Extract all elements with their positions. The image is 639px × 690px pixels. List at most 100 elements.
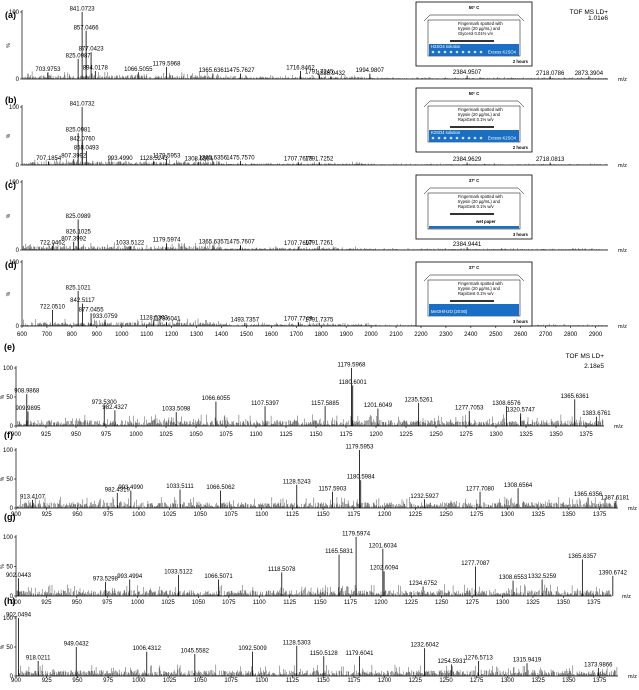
x-tick-label: 1050 bbox=[189, 432, 203, 438]
x-tick-label: 700 bbox=[42, 332, 53, 338]
peak-label: 1165.5831 bbox=[325, 549, 354, 555]
inset-description: Glycerol 0.01% v/v bbox=[458, 31, 494, 36]
panel-label: (f) bbox=[4, 430, 13, 440]
peak-label: 858.0493 bbox=[74, 146, 100, 152]
peak-label: 1157.5903 bbox=[319, 486, 348, 492]
x-tick-label: 1075 bbox=[222, 600, 236, 606]
x-axis-label: m/z bbox=[618, 324, 627, 330]
x-tick-label: 975 bbox=[101, 432, 112, 438]
peak-label: 1066.5071 bbox=[204, 574, 233, 580]
peak-label: 993.4994 bbox=[117, 574, 143, 580]
peak-label: 707.1854 bbox=[36, 156, 62, 162]
peak-label: 1128.5303 bbox=[283, 640, 312, 646]
x-axis-label: m/z bbox=[618, 163, 627, 169]
x-axis-label: m/z bbox=[622, 594, 631, 600]
peak-label: 842.0760 bbox=[70, 136, 96, 142]
x-tick-label: 1200 bbox=[378, 512, 392, 518]
peak-label: 1716.8462 bbox=[286, 65, 315, 71]
inset-temperature: 37° C bbox=[469, 265, 480, 270]
y-axis-label: % bbox=[0, 476, 6, 481]
peak-label: 1066.5062 bbox=[206, 485, 235, 491]
inset-description: Fingermark spotted with bbox=[458, 281, 503, 286]
y-axis-label: % bbox=[6, 133, 12, 138]
x-tick-label: 1600 bbox=[265, 332, 279, 338]
peak-label: 2384.9629 bbox=[453, 157, 482, 163]
panel-label: (a) bbox=[5, 10, 16, 20]
peak-label: 1128.5243 bbox=[283, 479, 312, 485]
peak-label: 1006.4312 bbox=[133, 646, 162, 652]
inset-description: trypsin (20 µg/mL) and bbox=[458, 286, 501, 291]
x-tick-label: 1700 bbox=[290, 332, 304, 338]
x-tick-label: 1300 bbox=[496, 600, 510, 606]
x-tick-label: 1250 bbox=[429, 432, 443, 438]
peak-label: 1157.5885 bbox=[311, 401, 340, 407]
x-tick-label: 2500 bbox=[489, 332, 503, 338]
spectrum-panel-g: (g) 0 50 100% m/z 902.0443 973.5298 993.4994 103… bbox=[0, 512, 631, 606]
peak-label: 1118.5078 bbox=[268, 567, 296, 573]
peak-label: 1180.6001 bbox=[339, 380, 368, 386]
peak-label: 909.9895 bbox=[15, 406, 41, 412]
peak-label: 1235.5261 bbox=[404, 397, 433, 403]
peak-label: 1332.5259 bbox=[528, 574, 557, 580]
x-tick-label: 1325 bbox=[531, 678, 545, 684]
peak-label: 1308.6564 bbox=[185, 157, 214, 163]
peak-label: 1308.6553 bbox=[499, 575, 528, 581]
peak-label: 1315.9419 bbox=[513, 658, 542, 664]
x-tick-label: 1300 bbox=[190, 332, 204, 338]
inset-solution: H2SO4 solution bbox=[431, 44, 461, 49]
peak-label: 2384.9441 bbox=[453, 242, 482, 248]
inset-excess: Excess K2SO4 bbox=[488, 136, 517, 141]
peak-label: 841.0723 bbox=[70, 7, 96, 13]
peak-label: 1234.6752 bbox=[409, 581, 438, 587]
peak-label: 1254.5931 bbox=[437, 659, 466, 665]
peak-label: 1045.5582 bbox=[181, 648, 210, 654]
y-tick-label: 50 bbox=[6, 477, 13, 483]
peak-label: 1179.5953 bbox=[153, 154, 182, 160]
x-tick-label: 1050 bbox=[194, 678, 208, 684]
x-tick-label: 1275 bbox=[465, 600, 479, 606]
spectrum-panel-b: (b) 0 100% m/z 707.1854 807.3992 825.0981 841.0… bbox=[5, 95, 627, 169]
peak-label: 1791.7261 bbox=[305, 240, 334, 246]
peak-label: 1179.5974 bbox=[153, 238, 182, 244]
peak-label: 1033.5122 bbox=[164, 569, 193, 575]
spectrum-noise bbox=[16, 664, 618, 676]
peak-label: 1232.6042 bbox=[410, 643, 439, 649]
peak-label: 1180.5984 bbox=[347, 475, 376, 481]
panel-label: (c) bbox=[5, 180, 16, 190]
x-tick-label: 1125 bbox=[280, 432, 294, 438]
peak-label: 1033.5122 bbox=[116, 240, 145, 246]
peak-label: 877.0423 bbox=[79, 47, 105, 53]
peak-label: 973.5300 bbox=[92, 400, 118, 406]
x-tick-label: 950 bbox=[72, 600, 83, 606]
x-tick-label: 1100 bbox=[253, 600, 267, 606]
y-tick-label: 50 bbox=[6, 645, 13, 651]
inset-description: Fingermark spotted with bbox=[458, 21, 503, 26]
x-axis-label: m/z bbox=[618, 248, 627, 254]
y-tick-label: 100 bbox=[9, 105, 20, 111]
y-tick-label: 0 bbox=[16, 324, 20, 330]
y-tick-label: 100 bbox=[9, 180, 20, 186]
peak-label: 1791.7252 bbox=[305, 157, 334, 163]
x-tick-label: 925 bbox=[42, 512, 53, 518]
instrument-label: TOF MS LD+ bbox=[570, 9, 609, 16]
peak-label: 973.5298 bbox=[93, 576, 119, 582]
peak-label: 933.0759 bbox=[93, 314, 119, 320]
y-tick-label: 100 bbox=[3, 616, 14, 622]
peak-label: 1179.5968 bbox=[153, 61, 182, 67]
peak-label: 982.4319 bbox=[105, 487, 131, 493]
peak-label: 825.1021 bbox=[66, 285, 92, 291]
peak-label: 1994.9807 bbox=[356, 68, 385, 74]
x-tick-label: 1200 bbox=[374, 600, 388, 606]
x-tick-label: 1325 bbox=[526, 600, 540, 606]
y-axis-label: % bbox=[0, 644, 6, 649]
spectrum-noise bbox=[22, 71, 607, 79]
x-tick-label: 975 bbox=[103, 512, 114, 518]
x-tick-label: 1125 bbox=[286, 678, 300, 684]
inset-solution: MeOH/H2O (20:80) bbox=[431, 309, 468, 314]
x-tick-label: 1225 bbox=[409, 678, 423, 684]
